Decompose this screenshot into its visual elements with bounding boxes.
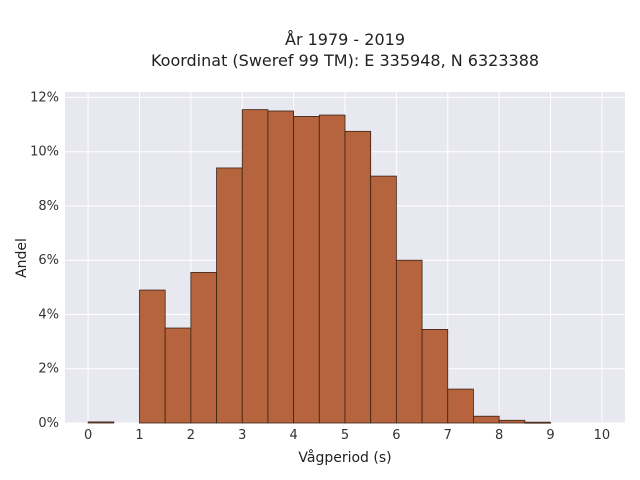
x-tick-label: 6 [392, 428, 400, 443]
x-tick-label: 2 [187, 428, 195, 443]
x-tick-label: 1 [135, 428, 143, 443]
histogram-bar [524, 421, 551, 424]
histogram-bar [473, 415, 500, 424]
chart-title: År 1979 - 2019 [285, 30, 405, 49]
histogram-bar [318, 114, 346, 424]
chart-subtitle: Koordinat (Sweref 99 TM): E 335948, N 63… [151, 51, 539, 70]
x-tick-labels: 0 1 2 3 4 5 6 7 8 9 10 [84, 428, 610, 443]
histogram-bar [344, 130, 372, 424]
x-tick-label: 10 [594, 428, 611, 443]
x-tick-label: 7 [444, 428, 452, 443]
x-tick-label: 9 [546, 428, 554, 443]
x-tick-label: 8 [495, 428, 503, 443]
y-tick-label: 8% [38, 199, 59, 214]
x-tick-label: 4 [289, 428, 297, 443]
histogram-bar [267, 110, 295, 424]
bars-group [87, 109, 551, 424]
histogram-bar [395, 259, 423, 424]
y-tick-label: 4% [38, 307, 59, 322]
histogram-bar [139, 289, 166, 424]
x-tick-label: 3 [238, 428, 246, 443]
y-tick-label: 10% [30, 145, 59, 160]
x-tick-label: 0 [84, 428, 92, 443]
histogram-bar [190, 272, 217, 424]
histogram-bar [164, 327, 192, 424]
histogram-bar [498, 419, 526, 424]
histogram-bar [293, 116, 320, 424]
histogram-bar [87, 421, 115, 424]
y-tick-label: 2% [38, 362, 59, 377]
x-axis-label: Vågperiod (s) [298, 449, 391, 466]
histogram-bar [447, 388, 474, 424]
y-tick-labels: 0% 2% 4% 6% 8% 10% 12% [30, 90, 59, 431]
y-axis-label: Andel [14, 238, 30, 278]
y-tick-label: 0% [38, 416, 59, 431]
x-tick-label: 5 [341, 428, 349, 443]
histogram-bar [241, 109, 269, 424]
histogram-bar [216, 167, 243, 424]
histogram-bar [370, 175, 397, 424]
y-tick-label: 6% [38, 253, 59, 268]
histogram-bar [421, 328, 449, 424]
y-tick-label: 12% [30, 90, 59, 105]
